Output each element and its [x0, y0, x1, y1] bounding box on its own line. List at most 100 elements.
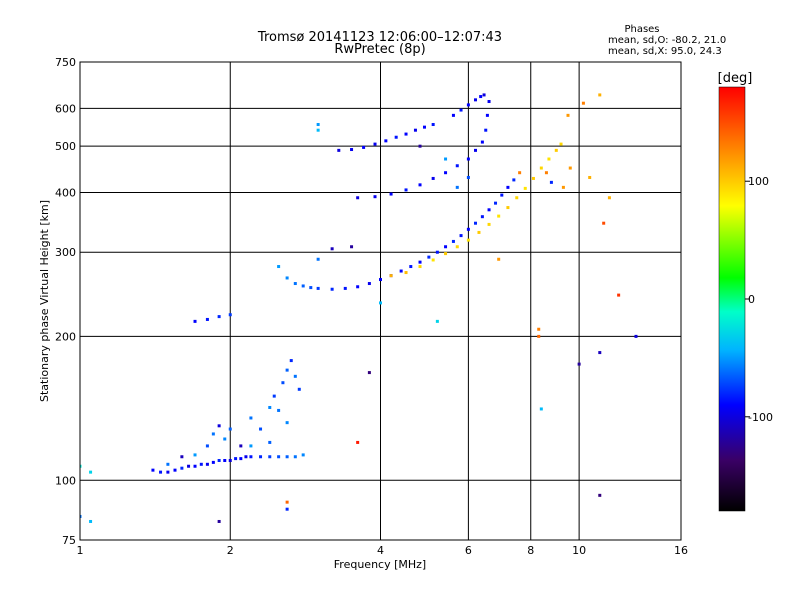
y-tick-label: 500	[55, 140, 76, 153]
data-point	[356, 440, 360, 444]
data-point	[199, 462, 203, 466]
data-point	[166, 462, 170, 466]
data-point	[466, 157, 470, 161]
data-point	[316, 123, 320, 127]
data-point	[518, 171, 522, 175]
data-point	[422, 125, 426, 129]
data-point	[473, 98, 477, 102]
data-point	[234, 457, 238, 461]
data-point	[249, 444, 253, 448]
data-point	[259, 455, 263, 459]
data-point	[523, 186, 527, 190]
data-point	[607, 196, 611, 200]
colorbar	[718, 86, 746, 512]
data-point	[506, 185, 510, 189]
data-point	[193, 319, 197, 323]
data-point	[293, 374, 297, 378]
data-point	[466, 103, 470, 107]
data-point	[485, 113, 489, 117]
data-point	[451, 239, 455, 243]
x-tick-label: 6	[465, 544, 472, 557]
data-point	[500, 193, 504, 197]
data-point	[484, 128, 488, 132]
x-tick-label: 10	[572, 544, 586, 557]
data-point	[554, 148, 558, 152]
data-point	[384, 139, 388, 143]
data-point	[223, 437, 227, 441]
data-point	[512, 178, 516, 182]
data-point	[413, 128, 417, 132]
x-tick-label: 4	[377, 544, 384, 557]
stats-heading: Phases	[624, 24, 659, 35]
data-point	[180, 466, 184, 470]
data-point	[480, 215, 484, 219]
data-point	[89, 470, 93, 474]
y-axis-label: Stationary phase Virtual Height [km]	[38, 200, 51, 402]
data-point	[301, 453, 305, 457]
data-point	[389, 274, 393, 278]
data-point	[477, 230, 481, 234]
data-point	[173, 468, 177, 472]
colorbar-tick-label: -100	[748, 411, 773, 424]
data-point	[166, 470, 170, 474]
data-point	[309, 286, 313, 290]
data-point	[404, 132, 408, 136]
data-point	[455, 164, 459, 168]
data-point	[549, 180, 553, 184]
data-point	[515, 196, 519, 200]
data-point	[268, 440, 272, 444]
data-point	[205, 317, 209, 321]
data-point	[277, 265, 281, 269]
data-points	[80, 93, 638, 523]
data-point	[482, 93, 486, 97]
data-point	[277, 408, 281, 412]
data-point	[566, 113, 570, 117]
data-point	[466, 238, 470, 242]
data-point	[617, 293, 621, 297]
data-point	[285, 276, 289, 280]
data-point	[537, 334, 541, 338]
data-point	[537, 327, 541, 331]
data-point	[444, 252, 448, 256]
data-point	[316, 257, 320, 261]
data-point	[451, 113, 455, 117]
data-point	[249, 416, 253, 420]
data-point	[205, 444, 209, 448]
data-point	[404, 188, 408, 192]
data-point	[285, 421, 289, 425]
chart-subtitle: RwPretec (8p)	[334, 42, 425, 57]
data-point	[373, 142, 377, 146]
y-tick-label: 300	[55, 246, 76, 259]
data-point	[494, 201, 498, 205]
data-point	[228, 313, 232, 317]
data-point	[431, 258, 435, 262]
data-point	[487, 222, 491, 226]
data-point	[228, 458, 232, 462]
data-point	[316, 128, 320, 132]
data-point	[330, 287, 334, 291]
data-point	[399, 269, 403, 273]
x-axis-label: Frequency [MHz]	[334, 558, 426, 571]
data-point	[297, 387, 301, 391]
data-point	[223, 458, 227, 462]
data-point	[285, 507, 289, 511]
data-point	[289, 359, 293, 363]
data-point	[568, 166, 572, 170]
data-point	[435, 319, 439, 323]
data-point	[239, 444, 243, 448]
data-point	[272, 394, 276, 398]
y-tick-label: 200	[55, 330, 76, 343]
x-tick-label: 16	[674, 544, 688, 557]
data-point	[239, 457, 243, 461]
data-point	[418, 265, 422, 269]
x-tick-label: 2	[227, 544, 234, 557]
data-point	[330, 247, 334, 251]
data-point	[598, 93, 602, 97]
data-point	[497, 214, 501, 218]
data-point	[389, 192, 393, 196]
data-point	[547, 157, 551, 161]
data-point	[539, 166, 543, 170]
data-point	[418, 144, 422, 148]
data-point	[379, 278, 382, 282]
